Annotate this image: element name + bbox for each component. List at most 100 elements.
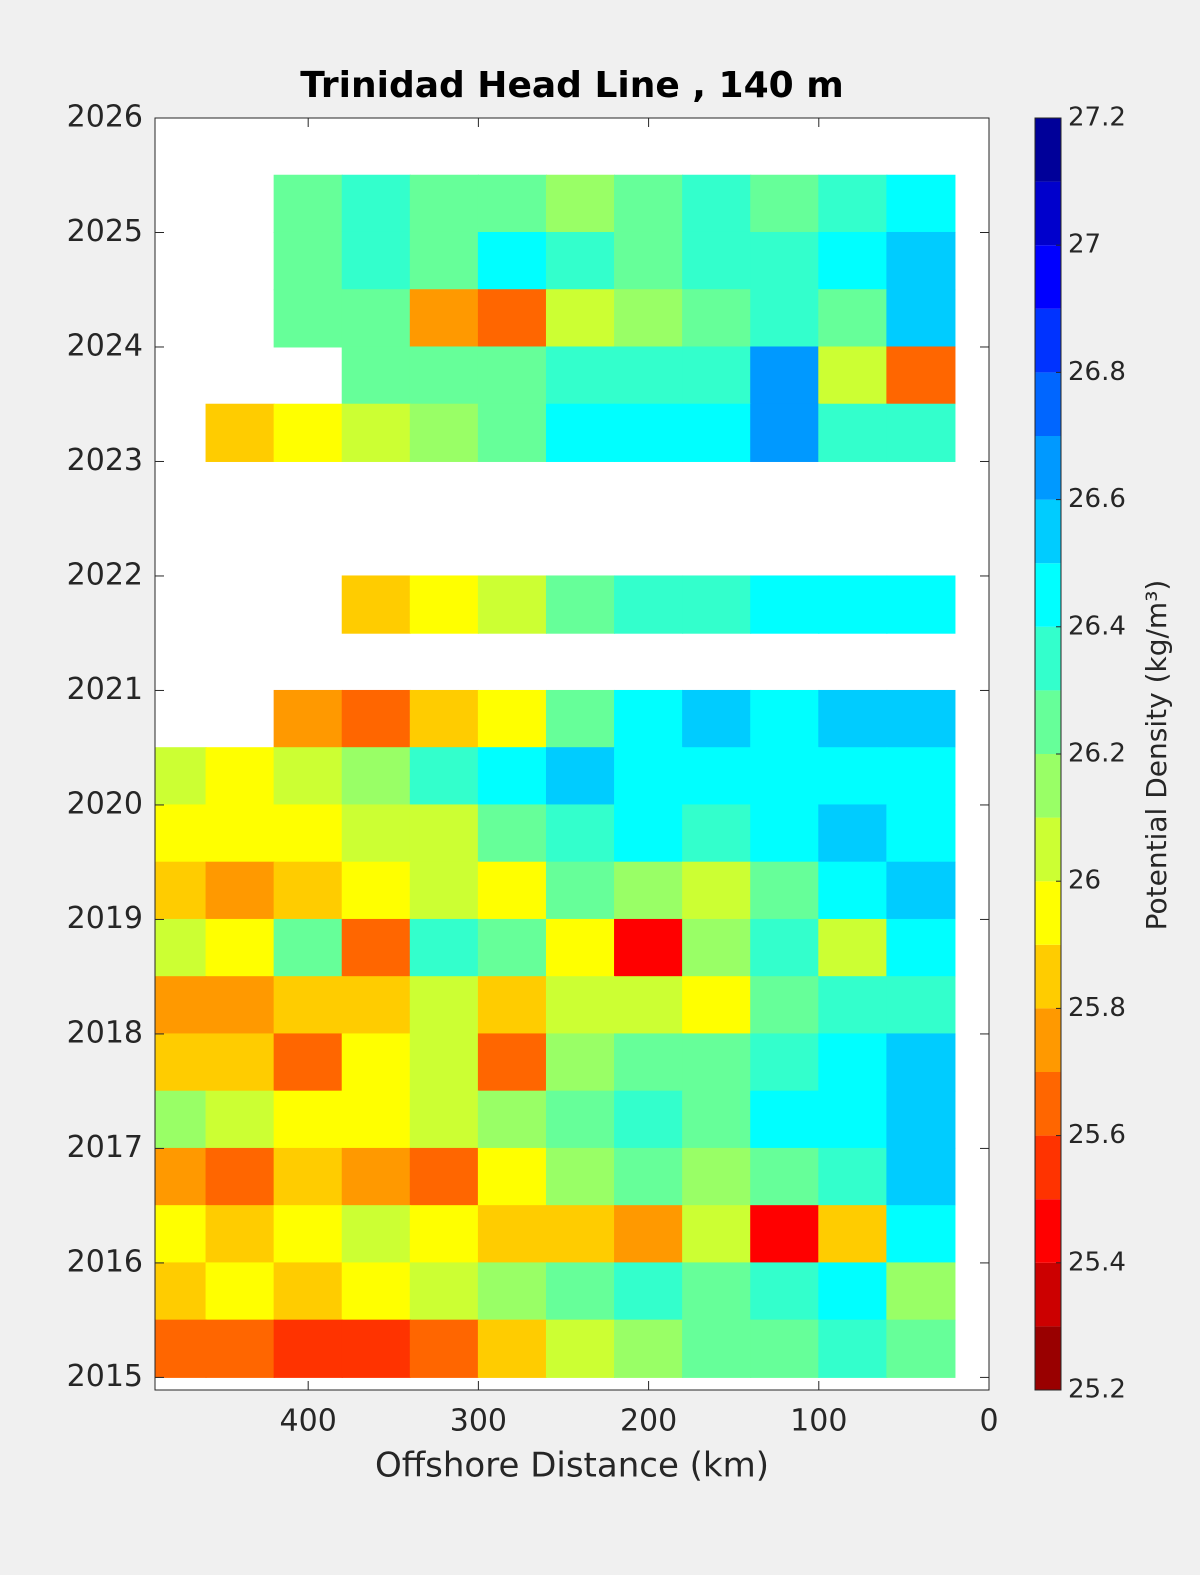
y-tick-label: 2020	[67, 786, 143, 821]
contour-cell	[614, 861, 684, 920]
contour-cell	[750, 1205, 820, 1264]
contour-cell	[341, 976, 411, 1035]
contour-cell	[477, 346, 547, 405]
x-tick-label: 300	[450, 1404, 507, 1439]
colorbar-segment	[1035, 499, 1061, 564]
contour-cell	[682, 403, 752, 462]
contour-cell	[682, 1090, 752, 1149]
colorbar-segment	[1035, 1326, 1061, 1390]
colorbar-tick-label: 27	[1068, 230, 1101, 260]
contour-cell	[205, 403, 275, 462]
contour-cell	[545, 403, 616, 462]
contour-cell	[477, 747, 547, 806]
contour-cell	[205, 804, 275, 863]
contour-cell	[614, 231, 684, 291]
colorbar-segment	[1035, 626, 1061, 691]
contour-cell	[477, 861, 547, 920]
contour-cell	[545, 861, 616, 920]
colorbar-segment	[1035, 944, 1061, 1009]
contour-cell	[614, 289, 684, 348]
contour-cell	[477, 1033, 547, 1092]
colorbar-segment	[1035, 1199, 1061, 1263]
contour-cell	[886, 689, 956, 749]
colorbar-segment	[1035, 754, 1061, 818]
contour-cell	[477, 231, 547, 291]
contour-cell	[682, 861, 752, 920]
contour-cell	[614, 747, 684, 806]
contour-cell	[409, 403, 479, 462]
contour-cell	[614, 1033, 684, 1092]
colorbar-segment	[1035, 690, 1061, 754]
contour-cell	[545, 918, 616, 978]
contour-cell	[818, 689, 888, 749]
contour-cell	[155, 804, 207, 863]
contour-cell	[477, 1147, 547, 1207]
contour-cell	[886, 231, 956, 291]
contour-cell	[273, 403, 343, 462]
colorbar-segment	[1035, 436, 1061, 500]
contour-cell	[682, 976, 752, 1035]
contour-cell	[818, 804, 888, 863]
contour-cell	[818, 1147, 888, 1207]
contour-cell	[409, 1090, 479, 1149]
colorbar-segment	[1035, 563, 1061, 627]
colorbar-tick-label: 26.6	[1068, 484, 1126, 514]
y-tick-label: 2024	[67, 328, 143, 363]
contour-cell	[273, 747, 343, 806]
contour-cell	[750, 747, 820, 806]
contour-cell	[886, 1033, 956, 1092]
contour-cell	[545, 1033, 616, 1092]
colorbar-segment	[1035, 118, 1061, 182]
contour-cell	[341, 231, 411, 291]
contour-cell	[477, 1319, 547, 1378]
contour-cell	[273, 231, 343, 291]
contour-cell	[341, 804, 411, 863]
contour-cell	[155, 1319, 207, 1378]
contour-cell	[205, 747, 275, 806]
contour-cell	[818, 1090, 888, 1149]
contour-cell	[614, 1090, 684, 1149]
contour-cell	[818, 174, 888, 233]
contour-cell	[205, 976, 275, 1035]
contour-cell	[273, 976, 343, 1035]
contour-cell	[273, 1147, 343, 1207]
contour-cell	[886, 804, 956, 863]
contour-cell	[409, 689, 479, 749]
y-tick-label: 2019	[67, 901, 143, 936]
y-tick-label: 2022	[67, 557, 143, 592]
contour-cell	[155, 1147, 207, 1207]
colorbar-tick-label: 26.8	[1068, 357, 1126, 387]
contour-cell	[477, 976, 547, 1035]
contour-cell	[409, 1319, 479, 1378]
contour-cell	[886, 861, 956, 920]
contour-cell	[750, 804, 820, 863]
contour-cell	[614, 976, 684, 1035]
contour-cell	[273, 918, 343, 978]
contour-cell	[886, 747, 956, 806]
contour-cell	[886, 1147, 956, 1207]
contour-cell	[155, 976, 207, 1035]
contour-cell	[750, 289, 820, 348]
contour-cell	[886, 289, 956, 348]
contour-cell	[682, 174, 752, 233]
contour-cell	[477, 575, 547, 634]
colorbar-tick-label: 25.2	[1068, 1375, 1126, 1405]
contour-cell	[205, 1262, 275, 1321]
contour-cell	[205, 1090, 275, 1149]
contour-cell	[155, 1205, 207, 1264]
contour-cell	[341, 1033, 411, 1092]
contour-cell	[341, 1319, 411, 1378]
contour-cell	[614, 174, 684, 233]
contour-cell	[477, 918, 547, 978]
contour-cell	[409, 918, 479, 978]
contour-cell	[545, 1205, 616, 1264]
contour-cell	[341, 403, 411, 462]
contour-cell	[409, 231, 479, 291]
contour-cell	[886, 1090, 956, 1149]
y-tick-label: 2015	[67, 1359, 143, 1394]
x-tick-label: 0	[979, 1404, 998, 1439]
contour-cell	[155, 1262, 207, 1321]
colorbar-tick-label: 26	[1068, 866, 1101, 896]
colorbar-segment	[1035, 817, 1061, 882]
contour-cell	[341, 689, 411, 749]
